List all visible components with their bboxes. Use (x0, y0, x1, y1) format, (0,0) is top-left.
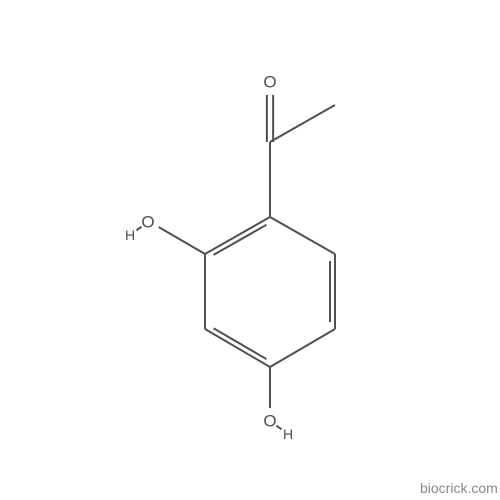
svg-text:O: O (263, 73, 276, 92)
svg-text:H: H (283, 426, 293, 442)
watermark-text: biocrick.com (420, 480, 498, 496)
svg-text:O: O (141, 213, 154, 232)
svg-text:H: H (125, 227, 135, 243)
svg-text:O: O (263, 412, 276, 431)
molecule-diagram: OOHOH (0, 0, 500, 500)
